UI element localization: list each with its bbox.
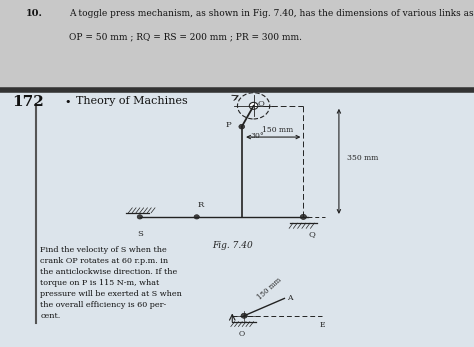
Text: Theory of Machines: Theory of Machines xyxy=(76,96,188,106)
Bar xyxy=(0,90,474,347)
Text: Fig. 7.40: Fig. 7.40 xyxy=(212,241,253,250)
Text: 350 mm: 350 mm xyxy=(347,154,379,162)
Text: 30°: 30° xyxy=(250,132,264,140)
Ellipse shape xyxy=(239,124,245,129)
Ellipse shape xyxy=(301,214,306,219)
Text: 172: 172 xyxy=(12,95,44,109)
Text: E: E xyxy=(319,321,325,329)
Text: Q: Q xyxy=(308,230,315,238)
Text: S: S xyxy=(137,230,143,238)
Text: •: • xyxy=(64,97,71,107)
Text: Find the velocity of S when the
crank OP rotates at 60 r.p.m. in
the anticlockwi: Find the velocity of S when the crank OP… xyxy=(40,246,182,320)
Bar xyxy=(0,0,474,90)
Ellipse shape xyxy=(241,313,247,318)
Text: 150 mm: 150 mm xyxy=(262,126,293,134)
Text: R: R xyxy=(197,201,204,209)
Text: A: A xyxy=(287,294,292,303)
Ellipse shape xyxy=(137,215,142,219)
Text: OP = 50 mm ; RQ = RS = 200 mm ; PR = 300 mm.: OP = 50 mm ; RQ = RS = 200 mm ; PR = 300… xyxy=(69,33,302,42)
Ellipse shape xyxy=(194,215,199,219)
Text: O: O xyxy=(257,100,264,108)
Ellipse shape xyxy=(249,102,258,109)
Text: 10.: 10. xyxy=(26,9,43,18)
Text: P: P xyxy=(226,121,231,129)
Text: A toggle press mechanism, as shown in Fig. 7.40, has the dimensions of various l: A toggle press mechanism, as shown in Fi… xyxy=(69,9,474,18)
Text: O: O xyxy=(239,330,245,338)
Text: 150 mm: 150 mm xyxy=(256,276,283,302)
